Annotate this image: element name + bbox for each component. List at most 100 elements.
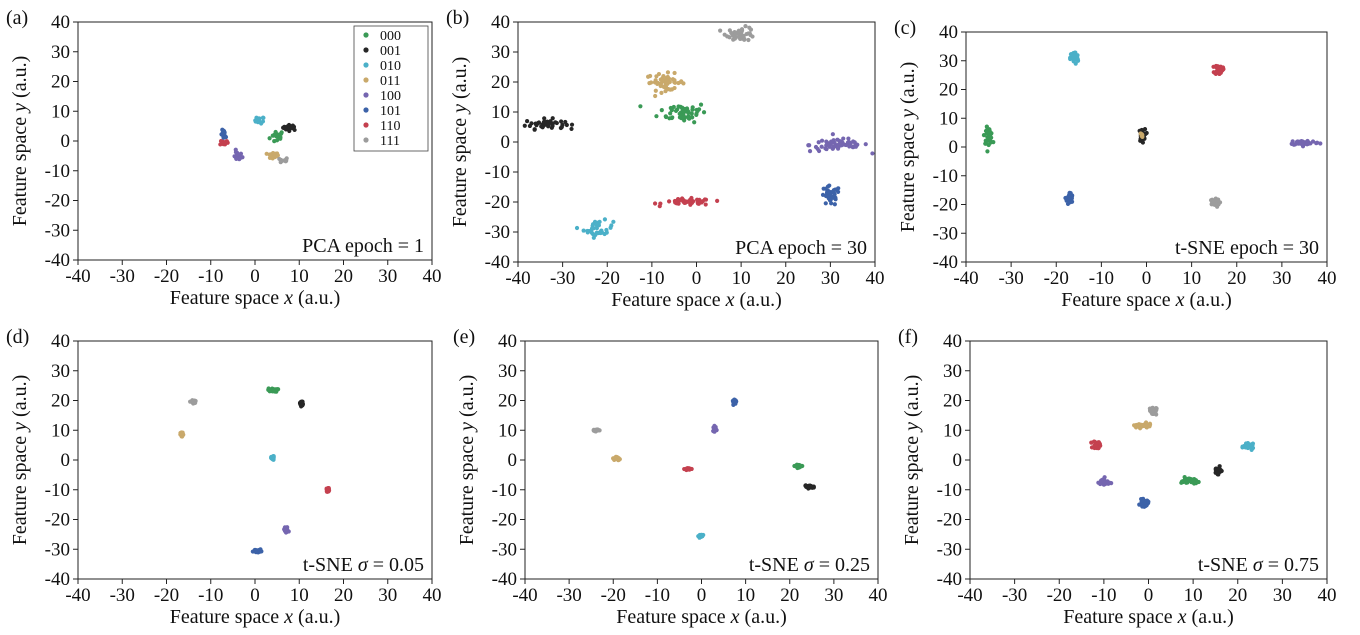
scatter-point [563,119,568,125]
chart-panel-c: -40 -30 -20 -10 0 10 20 30 40403020100-10-20-30-… [894,17,1337,311]
scatter-point [550,116,555,121]
scatter-point [1138,424,1143,429]
scatter-point [553,120,558,125]
legend-marker [363,77,369,83]
scatter-point [798,464,803,469]
scatter-point [225,140,230,145]
scatter-point [684,199,689,204]
y-tick-label: 0 [953,450,963,471]
scatter-point [252,548,258,553]
scatter-point [1213,198,1218,203]
scatter-point [1091,439,1097,444]
scatter-point [1301,140,1306,145]
scatter-point [659,81,664,86]
scatter-point [672,79,677,85]
y-tick-label: 30 [939,51,958,72]
y-tick-label: -10 [937,480,962,501]
series-010 [1240,440,1256,452]
x-tick-label: -40 [957,585,982,606]
series-101 [219,127,229,140]
scatter-point [987,135,992,140]
scatter-point [725,34,730,39]
scatter-point [671,104,676,110]
series-101 [1063,190,1075,207]
scatter-point [222,140,227,145]
series-011 [178,430,186,439]
scatter-point [1067,196,1072,202]
scatter-point [1132,423,1137,428]
x-tick-label: 40 [869,585,888,606]
scatter-point [536,120,542,125]
scatter-point [851,144,856,150]
scatter-point [672,85,677,91]
y-tick-label: 40 [51,12,70,33]
series-100 [232,147,245,162]
chart-panel-a: -40 -30 -20 -10 0 10 20 30 40403020100-10-20-30-… [6,7,442,309]
series-000 [266,386,281,394]
y-tick-label: 10 [491,102,510,123]
scatter-point [272,132,277,137]
scatter-point [191,399,197,404]
y-tick-label: 0 [501,132,511,153]
x-tick-label: 40 [1318,585,1337,606]
legend-marker [363,47,369,53]
x-tick-label: 30 [821,268,840,289]
scatter-point [653,78,658,83]
y-tick-label: -30 [933,223,958,244]
scatter-point [727,28,732,33]
legend-label: 110 [380,119,400,134]
series-000 [1179,475,1201,486]
scatter-point [255,118,260,123]
scatter-point [223,135,229,140]
scatter-point [825,184,831,189]
y-tick-label: -30 [45,539,70,560]
x-axis-label: Feature space x (a.u.) [170,287,340,309]
legend-marker [363,122,369,128]
scatter-point [1290,139,1295,144]
scatter-point [594,220,600,225]
x-tick-label: -30 [110,266,135,287]
series-100 [711,423,719,434]
series-011 [1132,420,1153,431]
series-100 [282,525,291,535]
scatter-point [681,81,686,86]
scatter-point [681,114,687,119]
scatter-point [984,124,989,129]
scatter-point [1147,424,1152,429]
scatter-point [522,123,527,128]
x-tick-label: 30 [1273,585,1292,606]
series-111 [277,156,289,165]
scatter-point [611,219,616,224]
scatter-point [1089,445,1095,450]
scatter-point [653,93,658,99]
y-tick-label: 20 [498,391,517,412]
scatter-point [1102,481,1107,486]
scatter-point [824,139,829,144]
scatter-point [846,136,851,141]
series-011 [646,70,686,99]
scatter-point [533,121,538,126]
y-tick-label: -30 [492,539,517,560]
scatter-point [816,140,821,145]
scatter-point [985,149,990,154]
scatter-point [659,90,664,95]
y-tick-label: 40 [939,22,958,43]
scatter-point [668,87,673,92]
y-tick-label: -20 [492,510,517,531]
scatter-point [694,197,700,202]
scatter-point [261,115,266,120]
scatter-point [602,231,607,237]
scatter-point [218,138,224,144]
y-tick-label: 20 [51,391,70,412]
legend-label: 111 [380,134,400,149]
scatter-point [696,201,701,206]
scatter-point [701,110,707,115]
scatter-point [829,201,834,206]
scatter-point [1107,480,1112,485]
scatter-point [828,197,833,202]
scatter-point [268,154,274,160]
scatter-point [238,151,244,156]
series-010 [253,115,266,126]
x-tick-label: -20 [595,268,620,289]
